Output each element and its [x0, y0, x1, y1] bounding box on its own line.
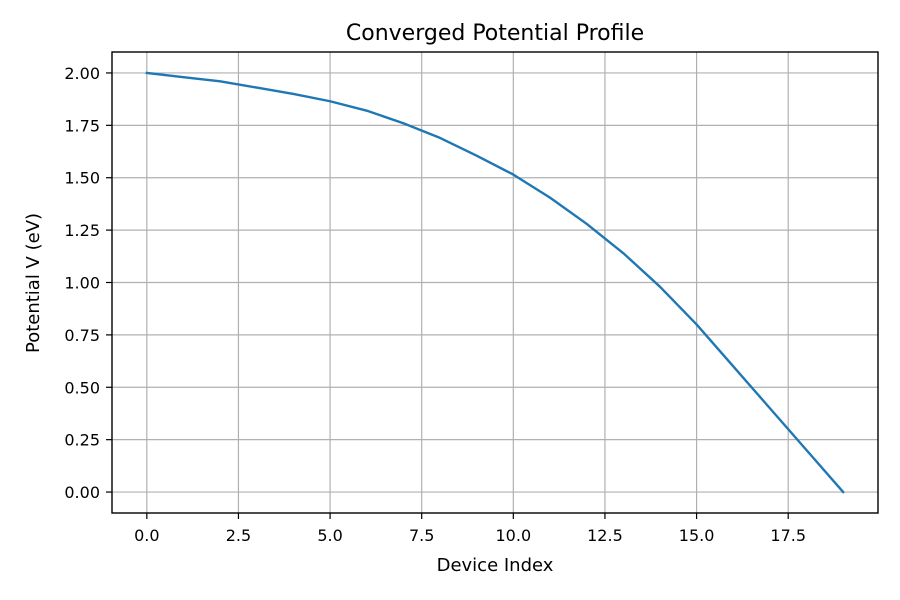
y-tick-label: 0.25: [64, 431, 100, 450]
y-axis-label: Potential V (eV): [23, 213, 44, 353]
y-tick-label: 0.50: [64, 378, 100, 397]
y-tick-label: 0.75: [64, 326, 100, 345]
x-tick-label: 10.0: [496, 526, 532, 545]
x-axis-label: Device Index: [437, 555, 554, 576]
series-line: [145, 71, 845, 494]
x-tick-label: 15.0: [679, 526, 715, 545]
y-tick-label: 1.00: [64, 274, 100, 293]
series-layer: [145, 71, 845, 494]
y-tick-label: 1.25: [64, 221, 100, 240]
y-tick-label: 1.75: [64, 116, 100, 135]
x-tick-label: 12.5: [587, 526, 623, 545]
x-tick-label: 7.5: [409, 526, 434, 545]
y-tick-label: 2.00: [64, 64, 100, 83]
x-tick-label: 5.0: [317, 526, 342, 545]
chart-title: Converged Potential Profile: [346, 21, 644, 46]
grid-layer: [112, 52, 878, 513]
y-tick-label: 1.50: [64, 169, 100, 188]
x-tick-label: 2.5: [226, 526, 251, 545]
tick-layer: 0.0 2.5 5.0 7.5 10.0 12.5 15.0 17.5 0.00 0.25 0.50…: [64, 64, 806, 545]
x-tick-label: 17.5: [770, 526, 806, 545]
y-tick-label: 0.00: [64, 483, 100, 502]
x-tick-label: 0.0: [134, 526, 159, 545]
